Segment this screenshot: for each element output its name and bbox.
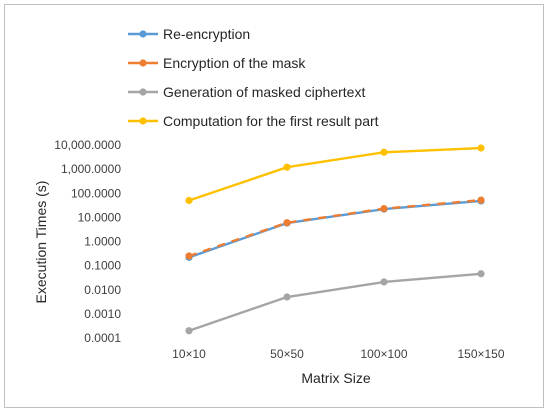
x-axis-tick-labels: 10×10 50×50 100×100 150×150 <box>172 347 505 361</box>
series-line <box>188 199 482 259</box>
data-point <box>185 196 193 205</box>
y-axis-title: Execution Times (s) <box>33 181 49 304</box>
data-point <box>380 148 388 156</box>
data-point <box>477 144 485 152</box>
data-point <box>283 293 291 301</box>
x-tick-label: 100×100 <box>360 347 407 361</box>
x-tick-label: 150×150 <box>457 347 504 361</box>
y-tick-label: 1,000.0000 <box>61 162 121 176</box>
data-point <box>380 205 388 213</box>
data-point <box>185 252 193 260</box>
y-tick-label: 10,000.0000 <box>54 138 121 152</box>
y-tick-label: 10.0000 <box>78 210 122 224</box>
data-point <box>283 163 291 171</box>
y-tick-label: 0.0100 <box>84 283 121 297</box>
series-layer <box>185 144 485 335</box>
x-axis-title: Matrix Size <box>301 370 370 386</box>
data-point <box>283 219 291 227</box>
x-tick-label: 50×50 <box>270 347 304 361</box>
y-tick-label: 100.0000 <box>71 186 121 200</box>
y-tick-label: 0.0001 <box>84 331 121 345</box>
legend-label: Computation for the first result part <box>163 113 379 129</box>
legend-marker <box>139 88 147 96</box>
legend: Re-encryption Encryption of the mask Gener… <box>128 26 379 129</box>
series-3 <box>185 144 485 205</box>
legend-entry: Encryption of the mask <box>128 55 306 71</box>
legend-marker <box>139 30 147 38</box>
legend-label: Generation of masked ciphertext <box>163 84 365 100</box>
chart-frame <box>4 4 544 408</box>
y-tick-label: 0.1000 <box>84 259 121 273</box>
series-1 <box>185 196 485 260</box>
series-2 <box>185 270 485 335</box>
series-0 <box>185 197 485 261</box>
legend-marker <box>139 117 147 125</box>
legend-entry: Computation for the first result part <box>128 113 379 129</box>
legend-entry: Re-encryption <box>128 26 250 42</box>
series-line <box>188 272 482 332</box>
legend-label: Encryption of the mask <box>163 55 306 71</box>
legend-marker <box>139 59 147 67</box>
legend-entry: Generation of masked ciphertext <box>128 84 365 100</box>
y-tick-label: 1.0000 <box>84 235 121 249</box>
series-line <box>188 146 482 202</box>
y-tick-label: 0.0010 <box>84 307 121 321</box>
y-axis-tick-labels: 0.0001 0.0010 0.0100 0.1000 1.0000 10.0000 100… <box>54 138 121 345</box>
data-point <box>477 270 485 278</box>
legend-label: Re-encryption <box>163 26 250 42</box>
data-point <box>185 327 193 335</box>
data-point <box>380 278 388 286</box>
series-line <box>188 198 482 258</box>
data-point <box>477 196 485 204</box>
x-tick-label: 10×10 <box>172 347 206 361</box>
